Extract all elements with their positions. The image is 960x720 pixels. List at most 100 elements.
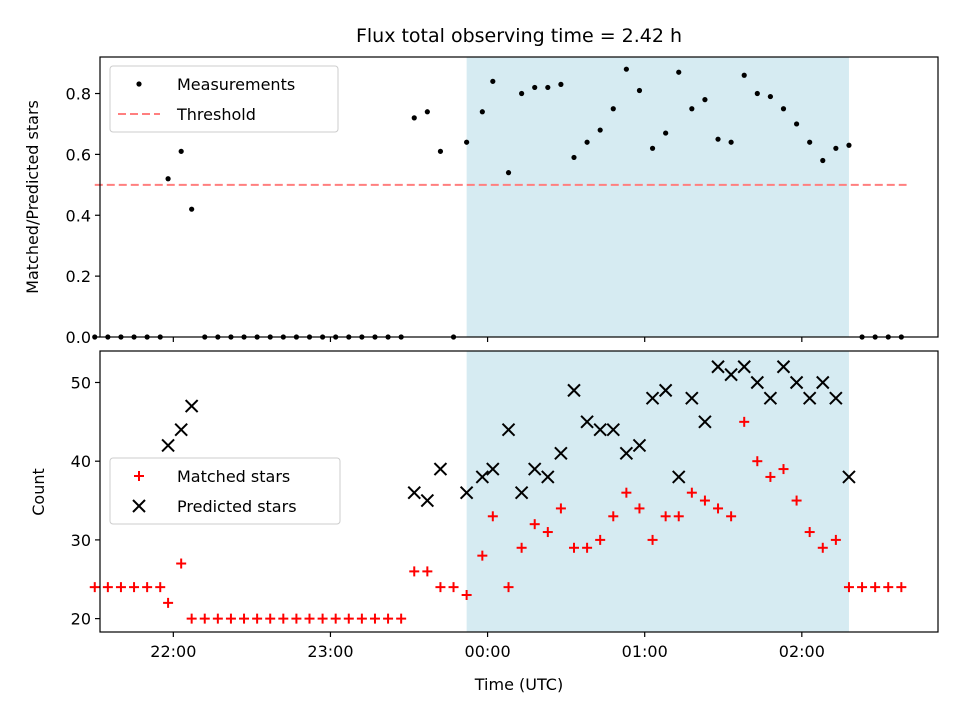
predicted-star-marker xyxy=(829,391,843,405)
matched-star-marker xyxy=(163,597,174,608)
measurement-point xyxy=(189,206,195,212)
plot-frame xyxy=(99,56,939,338)
predicted-star-marker xyxy=(174,423,188,437)
matched-star-marker xyxy=(686,487,697,498)
matched-star-marker xyxy=(634,503,645,514)
matched-star-marker xyxy=(843,582,854,593)
matched-star-marker xyxy=(765,471,776,482)
matched-star-marker xyxy=(239,613,250,624)
measurement-point xyxy=(519,90,525,97)
measurement-point xyxy=(558,81,564,87)
measurement-point xyxy=(610,106,616,112)
matched-star-marker xyxy=(409,566,420,577)
matched-star-marker xyxy=(477,550,488,561)
matched-star-marker xyxy=(102,582,113,593)
matched-star-marker xyxy=(883,582,894,593)
predicted-star-marker xyxy=(750,375,765,390)
measurement-point xyxy=(165,176,171,182)
measurement-point xyxy=(663,130,669,136)
predicted-star-marker xyxy=(184,399,199,413)
measurement-point xyxy=(702,97,708,103)
matched-star-marker xyxy=(89,582,100,593)
measurement-points xyxy=(92,66,904,340)
measurement-point xyxy=(715,136,721,142)
matched-star-marker xyxy=(448,582,459,593)
measurement-point xyxy=(464,139,470,145)
matched-star-marker xyxy=(713,503,724,514)
matched-star-marker xyxy=(516,542,527,553)
observing-window-band xyxy=(466,351,849,632)
measurement-point xyxy=(754,90,760,97)
x-tick-label: 23:00 xyxy=(307,642,353,661)
measurement-point xyxy=(584,139,590,145)
matched-star-marker xyxy=(673,511,684,522)
matched-star-marker xyxy=(304,613,315,624)
predicted-star-marker xyxy=(672,470,686,484)
bottom-y-axis-label: Count xyxy=(29,468,48,516)
matched-star-marker xyxy=(343,613,354,624)
predicted-star-marker xyxy=(486,462,500,476)
matched-star-marker xyxy=(155,582,166,593)
measurement-point xyxy=(178,148,184,154)
matched-star-marker xyxy=(647,534,658,545)
measurement-point xyxy=(424,109,430,115)
predicted-star-marker xyxy=(763,391,778,405)
matched-star-marker xyxy=(830,534,841,545)
y-tick-label: 0.6 xyxy=(66,145,91,164)
measurement-point xyxy=(636,87,643,94)
y-tick-label: 40 xyxy=(71,452,91,471)
predicted-star-marker xyxy=(567,383,581,398)
predicted-star-points xyxy=(161,360,856,508)
top-axes: 0.0 0.2 0.4 0.6 0.8 xyxy=(66,56,939,347)
predicted-star-marker xyxy=(606,423,620,437)
predicted-star-marker xyxy=(420,493,435,508)
measurement-point xyxy=(780,106,787,112)
plot-frame xyxy=(99,350,939,633)
observing-window-band xyxy=(466,57,849,337)
matched-star-marker xyxy=(265,613,276,624)
predicted-star-marker xyxy=(475,470,490,484)
matched-star-marker xyxy=(595,534,606,545)
matched-star-marker xyxy=(487,511,498,522)
chart-title: Flux total observing time = 2.42 h xyxy=(356,25,682,47)
measurement-point xyxy=(833,145,839,151)
predicted-star-marker xyxy=(580,415,594,429)
predicted-star-marker xyxy=(842,470,856,484)
y-tick-label: 0.4 xyxy=(66,206,91,225)
predicted-star-marker xyxy=(554,446,568,461)
measurement-point xyxy=(649,145,656,151)
matched-star-marker xyxy=(317,613,328,624)
y-tick-label: 50 xyxy=(71,373,91,392)
y-tick-label: 30 xyxy=(71,531,91,550)
matched-star-marker xyxy=(739,416,750,427)
legend-label-matched: Matched stars xyxy=(177,467,290,486)
matched-star-marker xyxy=(142,582,153,593)
matched-star-marker xyxy=(291,613,302,624)
matched-star-marker xyxy=(199,613,210,624)
matched-star-points xyxy=(89,416,907,624)
predicted-star-marker xyxy=(724,367,738,382)
top-legend: Measurements Threshold xyxy=(109,65,339,133)
predicted-star-marker xyxy=(161,438,175,453)
matched-star-marker xyxy=(461,590,472,601)
y-tick-label: 20 xyxy=(71,610,91,629)
predicted-star-marker xyxy=(593,423,607,437)
x-tick-label: 02:00 xyxy=(779,642,825,661)
matched-star-marker xyxy=(176,558,187,569)
matched-star-marker xyxy=(383,613,394,624)
predicted-star-marker xyxy=(433,462,448,476)
predicted-star-marker xyxy=(619,446,634,461)
measurement-point xyxy=(490,78,496,84)
matched-star-marker xyxy=(817,542,828,553)
measurement-point xyxy=(571,154,577,161)
predicted-star-marker xyxy=(711,360,725,374)
matched-star-marker xyxy=(529,519,540,530)
matched-star-marker xyxy=(330,613,341,624)
matched-star-marker xyxy=(870,582,881,593)
x-tick-label: 01:00 xyxy=(622,642,668,661)
measurement-point xyxy=(479,109,485,115)
x-tick-label: 00:00 xyxy=(465,642,511,661)
matched-star-marker xyxy=(660,511,671,522)
